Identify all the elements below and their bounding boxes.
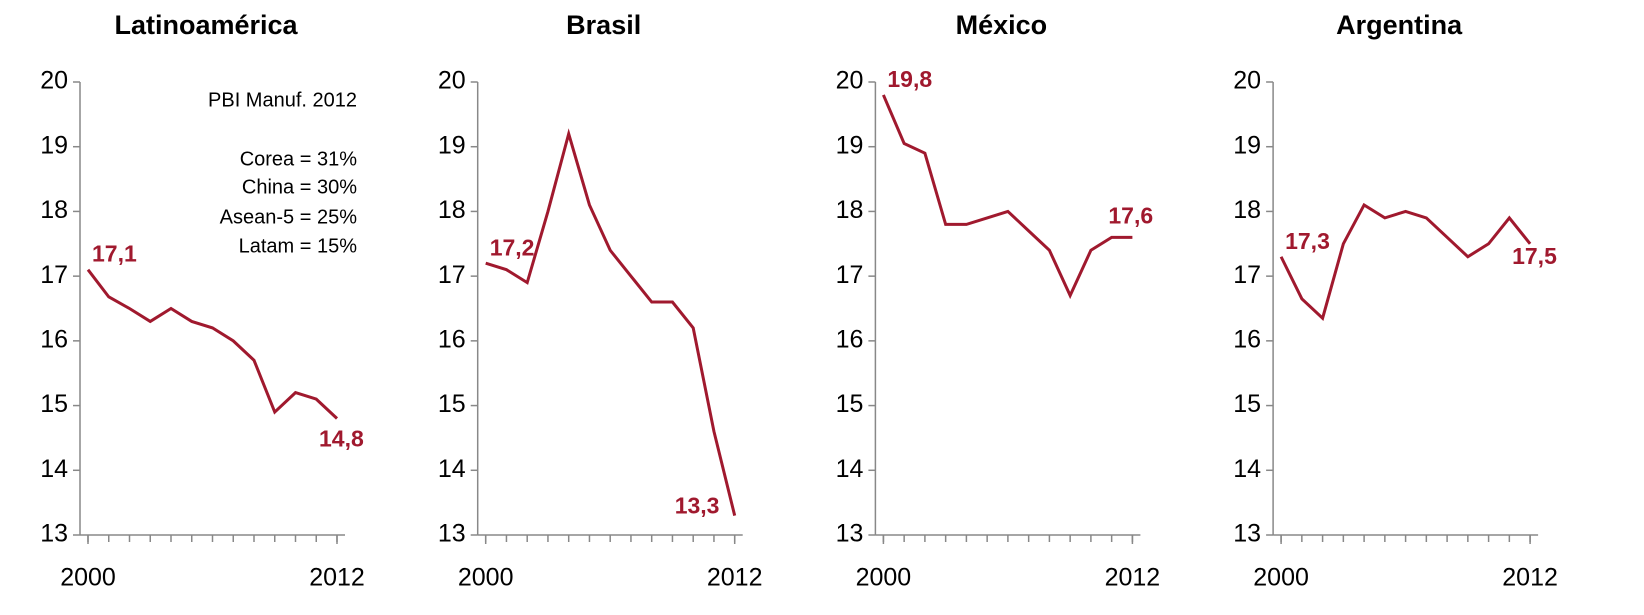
x-tick-label: 2000 [458,564,514,592]
y-tick-label: 14 [1233,455,1261,483]
y-tick-label: 14 [836,455,864,483]
chart-title: México [956,10,1048,40]
y-tick-label: 20 [438,67,466,95]
y-tick-label: 13 [438,520,466,548]
value-label: 17,2 [490,234,535,260]
y-tick-label: 14 [438,455,466,483]
y-tick-label: 16 [1233,325,1261,353]
y-tick-label: 14 [40,455,68,483]
chart-title: Latinoamérica [114,10,298,40]
x-tick-label: 2000 [1253,564,1309,592]
annotation: Asean-5 = 25% [220,206,358,228]
y-tick-label: 16 [40,325,68,353]
y-tick-label: 20 [1233,67,1261,95]
value-label: 17,3 [1285,228,1330,254]
y-tick-label: 15 [836,390,864,418]
value-label: 17,5 [1512,243,1557,269]
y-tick-label: 16 [438,325,466,353]
y-tick-label: 16 [836,325,864,353]
x-tick-label: 2012 [707,564,763,592]
y-tick-label: 19 [1233,131,1261,159]
y-tick-label: 19 [438,131,466,159]
annotation: Latam = 15% [239,235,358,257]
x-tick-label: 2000 [856,564,912,592]
y-tick-label: 13 [836,520,864,548]
y-tick-label: 13 [1233,520,1261,548]
line-series [86,268,339,420]
y-tick-label: 17 [836,261,864,289]
y-tick-label: 19 [40,131,68,159]
chart-title: Brasil [566,10,641,40]
y-tick-label: 19 [836,131,864,159]
value-label: 17,6 [1108,202,1153,228]
annotation: PBI Manuf. 2012 [208,89,357,111]
value-label: 19,8 [887,66,932,92]
y-tick-label: 18 [438,196,466,224]
y-tick-label: 15 [40,390,68,418]
x-tick-label: 2012 [309,564,365,592]
y-tick-label: 18 [1233,196,1261,224]
line-series [1279,202,1532,321]
x-tick-label: 2012 [1105,564,1161,592]
line-series [882,94,1133,300]
chart-title: Argentina [1336,10,1463,40]
x-tick-label: 2000 [60,564,116,592]
y-tick-label: 18 [40,196,68,224]
value-label: 17,1 [92,241,137,267]
line-series [485,128,737,516]
y-tick-label: 18 [836,196,864,224]
y-tick-label: 20 [40,67,68,95]
y-tick-label: 20 [836,67,864,95]
y-tick-label: 15 [1233,390,1261,418]
value-label: 13,3 [675,493,720,519]
y-tick-label: 15 [438,390,466,418]
y-tick-label: 17 [1233,261,1261,289]
x-tick-label: 2012 [1502,564,1558,592]
annotation: China = 30% [242,176,357,198]
annotation: Corea = 31% [240,148,358,170]
y-tick-label: 17 [40,261,68,289]
y-tick-label: 13 [40,520,68,548]
value-label: 14,8 [319,426,364,452]
y-tick-label: 17 [438,261,466,289]
